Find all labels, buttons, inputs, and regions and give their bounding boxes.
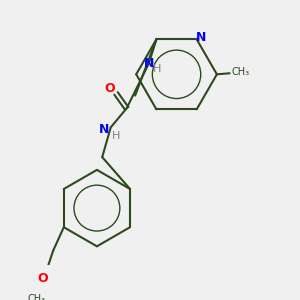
Text: N: N (196, 31, 206, 44)
Text: CH₃: CH₃ (232, 67, 250, 77)
Text: O: O (37, 272, 48, 285)
Text: N: N (144, 57, 154, 70)
Text: H: H (112, 131, 120, 141)
Text: CH₃: CH₃ (27, 294, 45, 300)
Text: H: H (153, 64, 162, 74)
Text: O: O (104, 82, 115, 94)
Text: N: N (99, 123, 110, 136)
